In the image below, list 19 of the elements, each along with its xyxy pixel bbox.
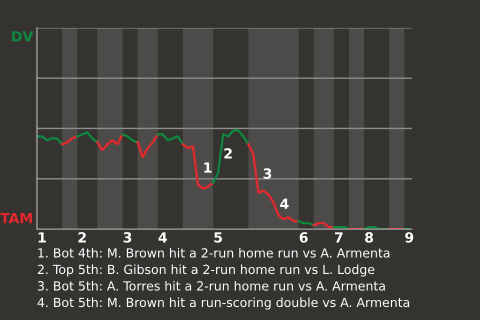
- x-tick-label: 3: [124, 232, 132, 243]
- x-tick-label: 7: [334, 232, 343, 242]
- text: 1. Bot 4th: M. Brown hit a 2-run home run vs A. Armenta: [38, 248, 390, 258]
- x-tick-label: 9: [405, 232, 414, 243]
- annotation: 1: [204, 162, 212, 173]
- text: 4. Bot 5th: M. Brown hit a run-scoring double vs A. Armenta: [38, 297, 410, 310]
- x-tick-label: 8: [365, 232, 374, 243]
- x-tick-label: 4: [158, 232, 167, 242]
- x-tick-label: 1: [38, 232, 46, 242]
- text: 2. Top 5th: B. Gibson hit a 2-run home run vs L. Lodge: [38, 264, 374, 277]
- x-tick-label: 6: [300, 232, 308, 243]
- text: TAM: [0, 213, 32, 224]
- text: DV: [12, 31, 34, 42]
- text: 3. Bot 5th: A. Torres hit a 2-run home run vs A. Armenta: [38, 280, 385, 291]
- annotation: 4: [280, 198, 289, 209]
- x-tick-label: 5: [214, 232, 222, 243]
- x-tick-label: 2: [78, 232, 86, 242]
- annotation: 2: [224, 148, 232, 158]
- annotation: 3: [264, 168, 272, 179]
